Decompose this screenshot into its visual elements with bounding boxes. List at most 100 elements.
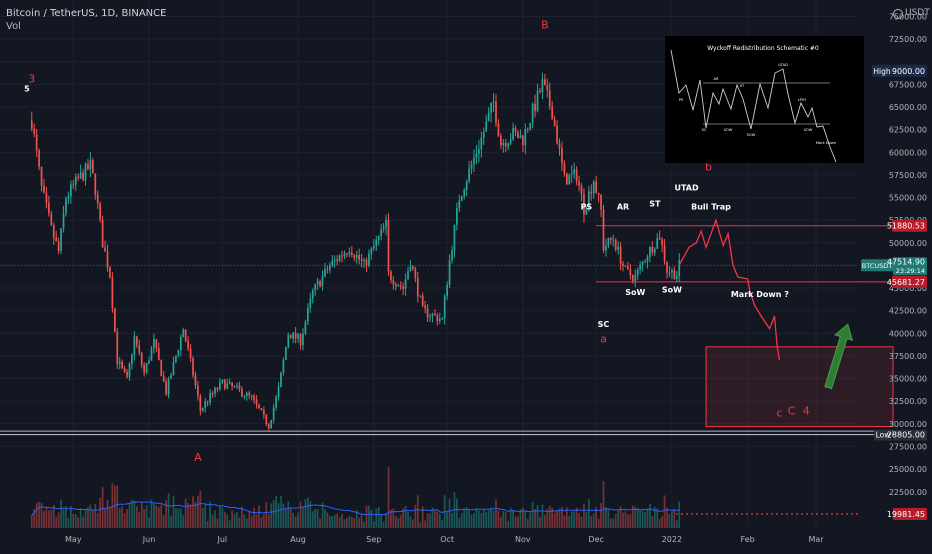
candle-body [627, 266, 629, 270]
symbol-title[interactable]: Bitcoin / TetherUS, 1D, BINANCE [6, 8, 167, 19]
target-box [705, 346, 894, 427]
volume-bar [507, 520, 510, 528]
volume-bar [661, 516, 663, 528]
volume-bar [514, 516, 517, 528]
volume-bar [631, 505, 634, 528]
candle-body [563, 163, 566, 174]
time-axis[interactable]: May Jun Jul Aug Sep Oct Nov Dec 2022 Feb Mar [65, 535, 824, 544]
candle-body [646, 257, 649, 262]
candle-body [319, 281, 321, 287]
volume-bar [570, 511, 573, 528]
volume-bar [519, 509, 522, 528]
candle-body [324, 268, 326, 277]
candle-body [661, 239, 663, 246]
candle-body [280, 372, 282, 388]
annotation-label: PS [581, 202, 593, 211]
volume-bar [561, 507, 563, 528]
volume-bar [55, 516, 58, 528]
candle-body [187, 340, 189, 349]
volume-bar [133, 500, 136, 528]
volume-bar [157, 507, 160, 528]
volume-bar [228, 520, 231, 528]
candle-body [101, 219, 104, 248]
candle-body [658, 237, 661, 240]
annotation-label: b [705, 160, 712, 173]
volume-bar [575, 507, 578, 528]
candle-body [355, 255, 358, 258]
candle-body [573, 169, 576, 174]
volume-bar [614, 513, 617, 528]
candle-body [480, 137, 483, 150]
candle-body [595, 181, 598, 193]
volume-bar [143, 509, 146, 528]
candle-body [460, 196, 463, 201]
time-axis-tick: Feb [741, 535, 755, 544]
volume-bar [353, 518, 356, 528]
volume-bar [250, 515, 253, 528]
volume-bar [526, 518, 529, 528]
candle-body [265, 414, 268, 424]
annotation-label: 5 [24, 85, 30, 94]
volume-bar [285, 508, 287, 528]
candle-body [458, 200, 461, 209]
volume-label[interactable]: Vol [6, 21, 21, 32]
volume-bar [328, 516, 331, 528]
candle-body [201, 407, 204, 411]
candle-body [226, 383, 229, 389]
candle-body [96, 194, 99, 204]
volume-bar [343, 519, 346, 528]
candle-body [500, 136, 502, 146]
candle-body [304, 321, 307, 334]
volume-bar [30, 515, 33, 528]
volume-bar [434, 510, 436, 528]
volume-bar [62, 509, 65, 528]
volume-bar [438, 513, 441, 528]
volume-bar [314, 508, 317, 528]
volume-bar [546, 508, 549, 528]
volume-bar [424, 520, 426, 528]
candle-body [306, 307, 309, 322]
volume-bar [226, 514, 229, 528]
volume-bar [233, 513, 236, 528]
volume-bar [470, 514, 473, 528]
price-axis-tick: 37500.00 [889, 352, 927, 361]
volume-bar [368, 505, 370, 528]
volume-bar [622, 512, 624, 528]
candle-body [74, 176, 77, 185]
candle-body [602, 209, 605, 251]
candle-body [343, 253, 346, 257]
candle-body [153, 339, 155, 349]
low-value: 28805.00 [887, 431, 925, 440]
volume-bar [162, 515, 165, 528]
candle-body [360, 259, 363, 261]
candle-body [651, 246, 654, 253]
candle-body [302, 333, 304, 346]
candle-body [275, 396, 277, 408]
volume-bar [624, 511, 627, 528]
volume-bar [487, 510, 490, 528]
candle-body [636, 269, 639, 276]
volume-bar [96, 513, 99, 528]
annotation-label: 4 [803, 405, 810, 418]
volume-bar [48, 510, 50, 528]
annotation-label: SC [598, 320, 610, 329]
annotation-label: Bull Trap [691, 202, 731, 211]
candle-body [463, 189, 466, 197]
candle-body [482, 131, 485, 138]
volume-bar [522, 507, 524, 528]
volume-bar [192, 496, 194, 528]
price-axis-tick: 55000.00 [889, 194, 927, 203]
annotation-label: SoW [625, 288, 645, 297]
candle-body [236, 385, 238, 387]
candle-body [553, 119, 556, 126]
candle-body [177, 350, 180, 356]
volume-bar [243, 514, 246, 528]
volume-bar [414, 504, 417, 528]
volume-bar [600, 502, 602, 528]
currency-icon[interactable] [893, 9, 903, 19]
candle-body [311, 290, 314, 299]
candle-body [253, 395, 255, 400]
candle-body [131, 354, 133, 364]
candle-body [473, 157, 475, 165]
